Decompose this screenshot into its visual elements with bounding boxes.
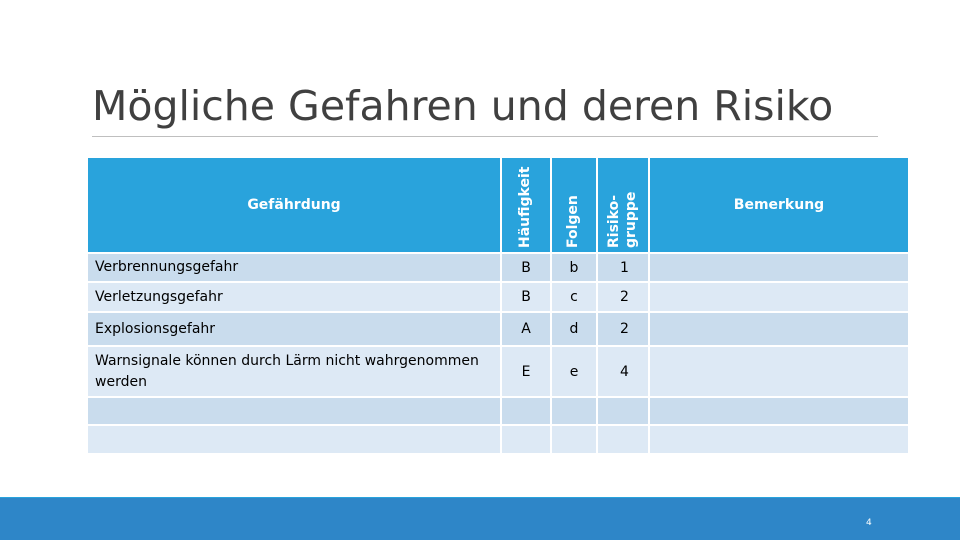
risk-table: Gefährdung Häufigkeit Folgen Risiko-grup… (86, 156, 910, 455)
cell-remark (648, 311, 910, 347)
cell-risk-group (596, 424, 650, 455)
header-hazard-label: Gefährdung (247, 197, 341, 213)
cell-frequency: E (500, 345, 552, 398)
header-risk-group-label: Risiko-gruppe (606, 192, 640, 248)
cell-risk-group: 2 (596, 311, 650, 347)
cell-hazard: Explosionsgefahr (86, 311, 502, 347)
cell-hazard (86, 396, 502, 426)
cell-frequency: B (500, 252, 552, 283)
table-header-row: Gefährdung Häufigkeit Folgen Risiko-grup… (86, 156, 910, 254)
cell-frequency (500, 396, 552, 426)
header-remark-label: Bemerkung (733, 197, 825, 213)
page-number: 4 (866, 518, 872, 528)
table-row (86, 424, 910, 455)
cell-hazard: Warnsignale können durch Lärm nicht wahr… (86, 345, 502, 398)
cell-consequences: b (550, 252, 598, 283)
header-hazard: Gefährdung (86, 156, 502, 254)
cell-remark (648, 396, 910, 426)
header-risk-group-line2: gruppe (623, 191, 639, 248)
cell-risk-group: 2 (596, 281, 650, 313)
cell-risk-group (596, 396, 650, 426)
cell-remark (648, 424, 910, 455)
cell-remark (648, 345, 910, 398)
header-risk-group: Risiko-gruppe (596, 156, 650, 254)
table-row: Warnsignale können durch Lärm nicht wahr… (86, 345, 910, 398)
footer-bar (0, 498, 960, 540)
cell-frequency: A (500, 311, 552, 347)
table-row: Verbrennungsgefahr B b 1 (86, 252, 910, 283)
cell-consequences: d (550, 311, 598, 347)
cell-frequency: B (500, 281, 552, 313)
cell-hazard (86, 424, 502, 455)
slide-title: Mögliche Gefahren und deren Risiko (92, 82, 834, 130)
cell-remark (648, 252, 910, 283)
header-remark: Bemerkung (648, 156, 910, 254)
title-divider (92, 136, 878, 137)
cell-risk-group: 4 (596, 345, 650, 398)
header-risk-group-line1: Risiko- (606, 194, 622, 248)
cell-consequences (550, 424, 598, 455)
cell-hazard: Verletzungsgefahr (86, 281, 502, 313)
cell-consequences (550, 396, 598, 426)
table-row: Explosionsgefahr A d 2 (86, 311, 910, 347)
header-frequency-label: Häufigkeit (517, 166, 533, 248)
cell-frequency (500, 424, 552, 455)
cell-consequences: e (550, 345, 598, 398)
table-row (86, 396, 910, 426)
cell-hazard: Verbrennungsgefahr (86, 252, 502, 283)
header-consequences-label: Folgen (565, 195, 581, 248)
header-frequency: Häufigkeit (500, 156, 552, 254)
cell-remark (648, 281, 910, 313)
table-row: Verletzungsgefahr B c 2 (86, 281, 910, 313)
cell-consequences: c (550, 281, 598, 313)
cell-risk-group: 1 (596, 252, 650, 283)
header-consequences: Folgen (550, 156, 598, 254)
